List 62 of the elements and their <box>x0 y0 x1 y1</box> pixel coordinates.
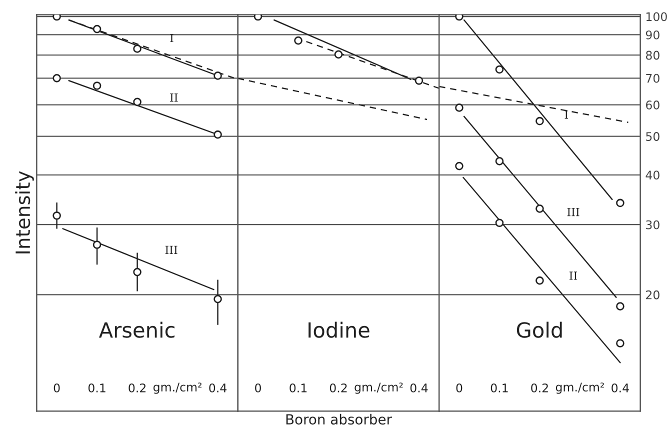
series-label: III <box>165 246 178 254</box>
point <box>495 65 504 74</box>
annotation: gm./cm² <box>556 382 604 394</box>
y-tick-label: 100 <box>646 12 667 22</box>
y-axis-title: Intensity <box>15 171 34 254</box>
point <box>92 24 102 34</box>
y-tick-label: 80 <box>646 50 660 60</box>
point <box>455 14 464 21</box>
point <box>214 72 222 80</box>
point <box>495 218 504 228</box>
x-tick-label: 0.1 <box>490 384 508 392</box>
x-tick-label: 0.1 <box>88 384 106 392</box>
point <box>536 116 544 126</box>
annotation: Iodine <box>308 322 370 338</box>
y-tick-label: 50 <box>646 132 660 141</box>
x-tick-label: 0.2 <box>128 384 146 392</box>
point <box>536 276 544 285</box>
y-tick-label: 30 <box>646 220 660 230</box>
point <box>52 211 61 220</box>
point <box>334 50 343 59</box>
x-tick-label: 0.2 <box>330 384 347 392</box>
annotation: Gold <box>516 322 562 338</box>
point <box>92 82 102 90</box>
point <box>495 157 504 166</box>
point <box>455 104 464 112</box>
point <box>133 98 142 106</box>
point <box>214 294 222 304</box>
y-tick-label: 40 <box>646 170 660 180</box>
point <box>616 198 624 208</box>
point <box>616 339 624 348</box>
point <box>92 240 102 249</box>
point <box>214 130 222 139</box>
point <box>52 14 61 21</box>
x-tick-label: 0.1 <box>290 384 307 392</box>
point <box>455 162 464 170</box>
x-tick-label: 0.2 <box>531 384 548 392</box>
y-tick-label: 20 <box>646 290 660 300</box>
x-tick-label: 0.4 <box>612 384 629 392</box>
y-tick-label: 90 <box>646 30 660 40</box>
annotation: Arsenic <box>98 322 174 338</box>
series-label: II <box>170 93 178 102</box>
point <box>52 74 61 82</box>
series-label: II <box>570 272 578 280</box>
point <box>414 76 424 85</box>
series-label: III <box>567 208 580 216</box>
y-tick-label: 70 <box>646 74 660 83</box>
point <box>133 268 142 276</box>
point <box>536 204 544 213</box>
point <box>254 14 262 21</box>
point <box>294 36 302 45</box>
x-axis-title: Boron absorber <box>286 414 392 425</box>
series-label: I <box>170 34 174 42</box>
x-tick-label: 0.4 <box>209 384 226 392</box>
y-tick-label: 60 <box>646 100 660 110</box>
point <box>616 302 624 310</box>
point <box>133 44 142 53</box>
x-tick-label: 0 <box>456 384 462 392</box>
x-tick-label: 0 <box>255 384 261 392</box>
x-tick-label: 0.4 <box>410 384 428 392</box>
annotation: gm./cm² <box>153 382 202 394</box>
annotation: gm./cm² <box>354 382 403 394</box>
x-tick-label: 0 <box>54 384 60 392</box>
